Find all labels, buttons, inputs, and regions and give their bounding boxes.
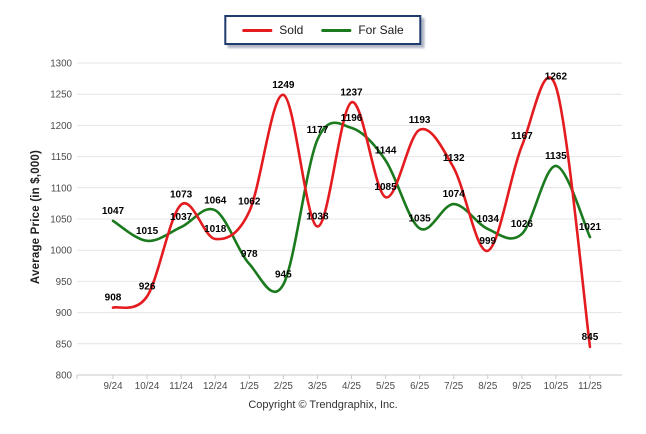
data-label: 1237 (340, 87, 363, 98)
data-label: 945 (275, 270, 292, 281)
data-label: 1062 (238, 197, 261, 208)
data-label: 1073 (170, 190, 193, 201)
x-tick-label: 4/25 (342, 381, 362, 392)
data-label: 1085 (374, 182, 397, 193)
legend-item-sold[interactable]: Sold (242, 24, 303, 36)
data-label: 926 (139, 281, 156, 292)
y-tick-label: 1000 (50, 246, 72, 257)
sold-line (111, 76, 592, 349)
data-label: 1196 (341, 113, 363, 124)
y-tick-label: 850 (56, 339, 73, 350)
y-tick-label: 1050 (50, 215, 72, 226)
data-label: 1249 (272, 80, 295, 91)
copyright-text: Copyright © Trendgraphix, Inc. (248, 399, 398, 411)
data-label: 845 (582, 332, 599, 343)
x-tick-label: 7/25 (444, 381, 464, 392)
data-label: 1074 (443, 189, 466, 200)
data-label: 999 (479, 236, 496, 247)
data-label: 1034 (477, 214, 500, 225)
data-label: 1193 (409, 115, 431, 126)
for-sale-line (111, 121, 592, 293)
data-label: 1167 (511, 131, 533, 142)
y-tick-label: 1200 (50, 121, 72, 132)
y-tick-label: 900 (56, 308, 73, 319)
legend-item-for-sale[interactable]: For Sale (321, 23, 404, 37)
x-tick-label: 2/25 (274, 381, 294, 392)
legend-label-for-sale: For Sale (358, 23, 404, 37)
data-label: 1015 (136, 226, 159, 237)
x-tick-label: 5/25 (376, 381, 396, 392)
data-label: 1018 (204, 224, 227, 235)
x-tick-label: 1/25 (240, 381, 260, 392)
x-tick-label: 12/24 (203, 381, 228, 392)
data-label: 978 (241, 249, 258, 260)
x-tick-label: 8/25 (478, 381, 498, 392)
x-tick-label: 9/24 (103, 381, 123, 392)
y-tick-label: 1150 (51, 152, 73, 163)
x-tick-label: 9/25 (512, 381, 532, 392)
data-label: 1037 (170, 212, 193, 223)
data-label: 1038 (306, 211, 329, 222)
x-tick-label: 11/24 (169, 381, 193, 392)
y-tick-label: 1100 (51, 183, 73, 194)
legend-label-sold: Sold (279, 23, 304, 37)
y-tick-label: 1250 (50, 90, 72, 101)
x-tick-label: 3/25 (308, 381, 328, 392)
data-label: 1144 (375, 145, 397, 156)
for-sale-line-swatch-icon (321, 28, 352, 32)
x-tick-label: 10/24 (135, 381, 160, 392)
data-label: 1132 (443, 153, 465, 164)
data-label: 1026 (511, 219, 534, 230)
y-tick-label: 800 (56, 371, 73, 382)
x-tick-label: 10/25 (544, 381, 569, 392)
x-tick-label: 6/25 (410, 381, 430, 392)
data-label: 908 (105, 293, 122, 304)
data-label: 1064 (204, 195, 227, 206)
data-label: 1021 (579, 222, 602, 233)
y-tick-label: 1300 (50, 59, 72, 70)
chart-legend: Sold For Sale (224, 15, 422, 45)
data-label: 1047 (102, 206, 125, 217)
x-tick-label: 11/25 (578, 381, 602, 392)
y-tick-label: 950 (56, 277, 73, 288)
data-label: 1177 (307, 125, 329, 136)
data-label: 1262 (545, 72, 568, 83)
data-label: 1135 (545, 151, 567, 162)
data-label: 1035 (409, 213, 432, 224)
sold-line-swatch-icon (242, 28, 273, 32)
